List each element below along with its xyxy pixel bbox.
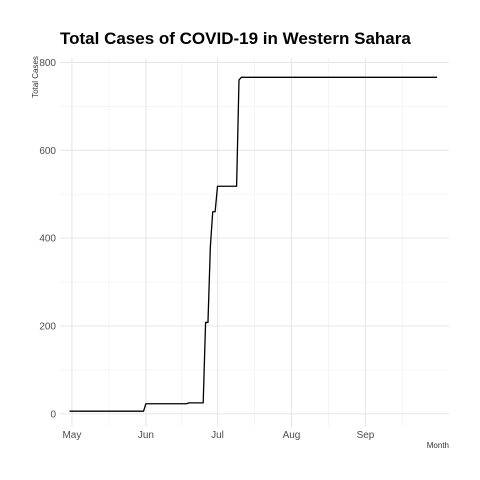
series-group <box>70 77 438 411</box>
x-tick-label: May <box>62 430 81 441</box>
y-tick-label: 800 <box>39 58 56 69</box>
series-line-total-cases <box>70 77 438 411</box>
x-tick-label: Jul <box>211 430 224 441</box>
x-tick-label: Sep <box>357 430 375 441</box>
x-tick-labels: May Jun Jul Aug Sep <box>62 430 374 441</box>
y-tick-label: 200 <box>39 321 56 332</box>
y-axis-label: Total Cases <box>31 56 40 98</box>
y-tick-label: 600 <box>39 146 56 157</box>
x-axis-label: Month <box>427 441 449 450</box>
y-tick-label: 0 <box>50 409 56 420</box>
minor-gridlines <box>60 58 449 427</box>
x-tick-label: Aug <box>283 430 301 441</box>
y-tick-label: 400 <box>39 234 56 245</box>
x-tick-label: Jun <box>138 430 154 441</box>
chart-title: Total Cases of COVID-19 in Western Sahar… <box>60 29 411 48</box>
y-tick-labels: 0 200 400 600 800 <box>39 58 56 420</box>
